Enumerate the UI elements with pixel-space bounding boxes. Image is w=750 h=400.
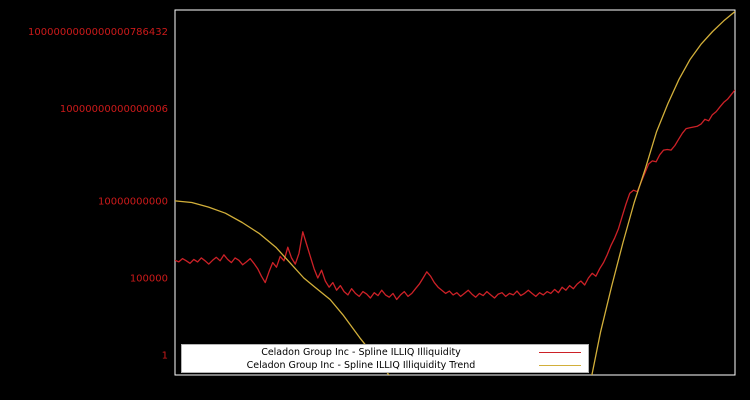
legend-item-trend: Celadon Group Inc - Spline ILLIQ Illiqui… bbox=[189, 359, 581, 371]
y-axis-tick-label: 10000000000000006 bbox=[60, 104, 168, 115]
plot-frame bbox=[174, 9, 736, 376]
illiquidity-trend-line bbox=[175, 10, 735, 375]
legend-item-illiquidity: Celadon Group Inc - Spline ILLIQ Illiqui… bbox=[189, 346, 581, 358]
legend-label-trend: Celadon Group Inc - Spline ILLIQ Illiqui… bbox=[246, 359, 476, 371]
y-axis-tick-label: 10000000000 bbox=[98, 196, 168, 207]
series-group bbox=[175, 10, 735, 375]
legend-line-sample-illiquidity-icon bbox=[539, 351, 581, 353]
y-axis-tick-label: 1000000000000000786432 bbox=[28, 27, 168, 38]
y-axis-tick-label: 100000 bbox=[130, 274, 168, 285]
y-axis-tick-label: 1 bbox=[162, 351, 168, 362]
legend-line-sample-trend-icon bbox=[539, 364, 581, 366]
legend-label-illiquidity: Celadon Group Inc - Spline ILLIQ Illiqui… bbox=[261, 346, 461, 358]
legend: Celadon Group Inc - Spline ILLIQ Illiqui… bbox=[181, 344, 589, 373]
y-axis: 1 100000 10000000000 10000000000000006 10000… bbox=[28, 27, 168, 362]
